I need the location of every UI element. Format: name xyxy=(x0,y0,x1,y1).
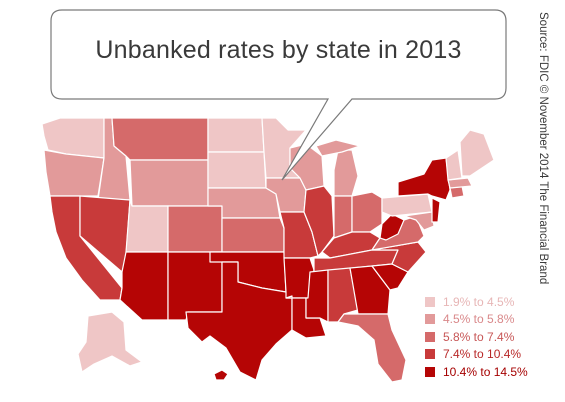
state-michigan-upper[interactable] xyxy=(315,139,361,157)
state-mississippi[interactable] xyxy=(305,269,329,323)
state-alaska[interactable] xyxy=(77,311,143,373)
legend-item: 10.4% to 14.5% xyxy=(425,363,528,381)
state-maine[interactable] xyxy=(459,129,495,177)
state-utah[interactable] xyxy=(125,199,169,253)
title-callout xyxy=(50,9,507,181)
state-new-jersey[interactable] xyxy=(431,197,441,223)
state-ohio[interactable] xyxy=(351,191,383,233)
state-georgia[interactable] xyxy=(349,265,391,315)
state-wyoming[interactable] xyxy=(129,159,209,207)
state-hawaii[interactable] xyxy=(213,369,229,381)
state-montana[interactable] xyxy=(111,117,209,161)
state-colorado[interactable] xyxy=(167,205,223,253)
legend-item: 5.8% to 7.4% xyxy=(425,328,528,346)
map-title: Unbanked rates by state in 2013 xyxy=(95,36,462,64)
legend-swatch xyxy=(425,349,435,360)
state-florida[interactable] xyxy=(337,313,407,383)
legend-item: 1.9% to 4.5% xyxy=(425,293,528,311)
legend-label: 5.8% to 7.4% xyxy=(443,329,515,344)
state-vermont[interactable] xyxy=(445,149,463,181)
legend-item: 7.4% to 10.4% xyxy=(425,346,528,364)
state-oregon[interactable] xyxy=(43,149,105,197)
legend-label: 1.9% to 4.5% xyxy=(443,294,515,309)
state-arizona[interactable] xyxy=(119,251,169,321)
state-texas[interactable] xyxy=(185,261,293,381)
legend-label: 7.4% to 10.4% xyxy=(443,347,522,362)
state-south-carolina[interactable] xyxy=(371,263,409,291)
state-indiana[interactable] xyxy=(333,195,353,239)
legend-swatch xyxy=(425,331,435,342)
state-south-dakota[interactable] xyxy=(207,151,267,189)
state-new-york[interactable] xyxy=(397,157,451,201)
state-north-dakota[interactable] xyxy=(207,117,265,153)
legend-label: 4.5% to 5.8% xyxy=(443,312,515,327)
state-maryland[interactable] xyxy=(403,211,435,231)
state-kansas[interactable] xyxy=(221,217,285,253)
legend-swatch xyxy=(425,296,435,307)
legend-swatch xyxy=(425,314,435,325)
legend-swatch xyxy=(425,366,435,377)
legend-item: 4.5% to 5.8% xyxy=(425,311,528,329)
state-michigan[interactable] xyxy=(333,149,359,197)
legend: 1.9% to 4.5% 4.5% to 5.8% 5.8% to 7.4% 7… xyxy=(425,293,528,381)
legend-label: 10.4% to 14.5% xyxy=(443,364,528,379)
source-credit: Source: FDIC © November 2014 The Financi… xyxy=(537,12,549,285)
